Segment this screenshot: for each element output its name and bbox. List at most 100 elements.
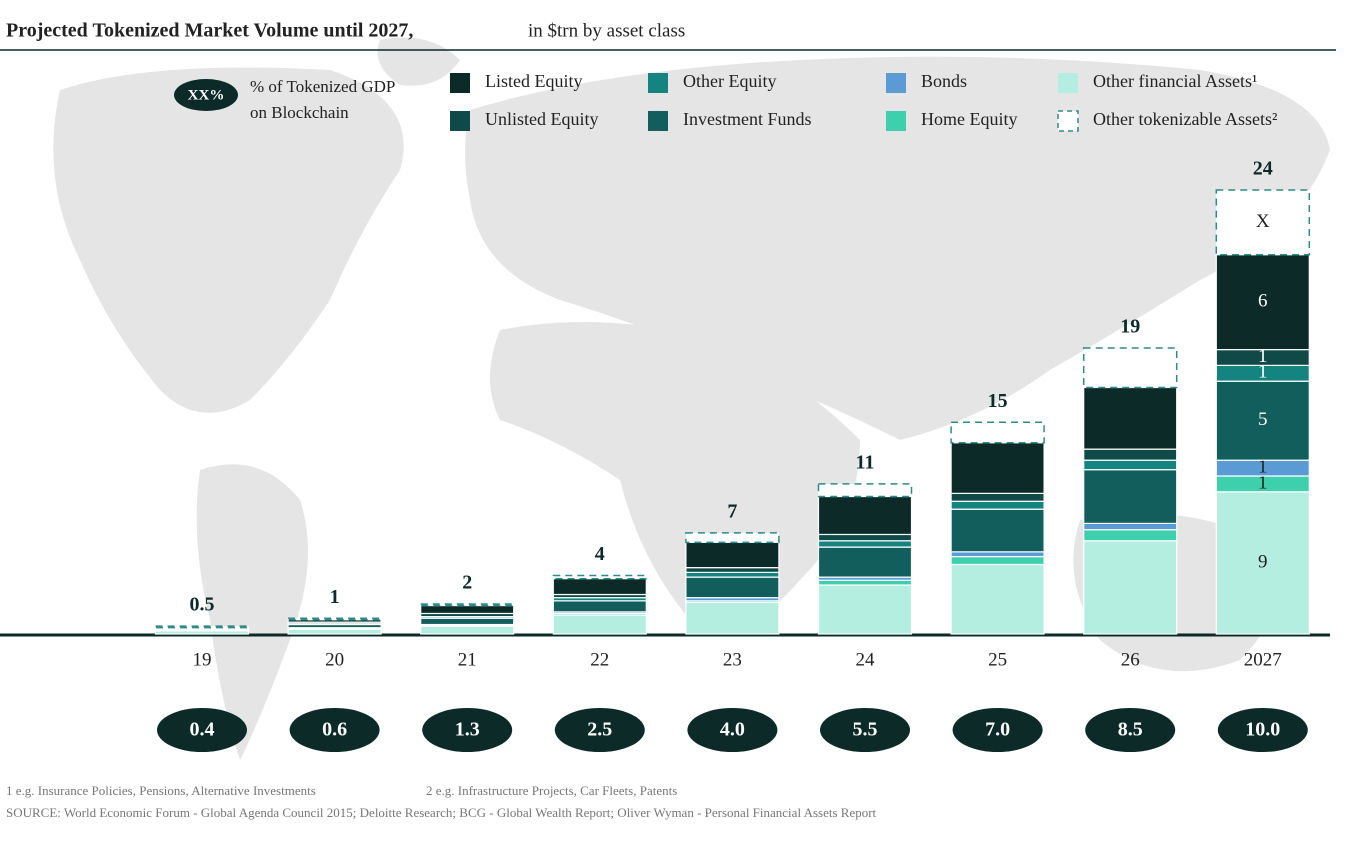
gdp-oval-label: 0.4 — [190, 719, 215, 741]
legend-label: Bonds — [921, 71, 967, 91]
legend-label: Other Equity — [683, 71, 776, 91]
gdp-oval-label: 7.0 — [985, 719, 1010, 741]
gdp-badge-text: XX% — [188, 87, 225, 103]
footnote: 2 e.g. Infrastructure Projects, Car Flee… — [426, 783, 677, 798]
gdp-oval — [687, 708, 778, 752]
legend-swatch — [886, 111, 906, 131]
gdp-oval-label: 1.3 — [455, 719, 480, 741]
bar-segment — [950, 492, 1045, 502]
segment-label: 9 — [1258, 551, 1268, 572]
segment-label: 6 — [1258, 291, 1268, 312]
gdp-oval — [820, 708, 910, 752]
gdp-oval — [157, 708, 247, 752]
gdp-legend-text: on Blockchain — [250, 103, 349, 122]
bar-segment — [817, 495, 913, 536]
total-label: 15 — [988, 390, 1008, 412]
legend-label: Other tokenizable Assets² — [1093, 109, 1277, 129]
bar-segment — [685, 541, 780, 569]
gdp-badge — [174, 79, 238, 111]
bar-segment — [1083, 529, 1178, 542]
bar-segment — [1215, 380, 1310, 461]
bar-segment — [817, 584, 913, 635]
bar-segment — [287, 617, 382, 621]
bar-segment — [685, 571, 780, 578]
bar-segment — [685, 567, 780, 573]
bar-segment — [1083, 522, 1178, 531]
legend-swatch — [450, 73, 470, 93]
legend-label: Home Equity — [921, 109, 1018, 129]
source: SOURCE: World Economic Forum - Global Ag… — [6, 805, 877, 820]
segment-label: 1 — [1258, 472, 1268, 493]
total-label: 7 — [727, 500, 737, 522]
segment-label: 1 — [1258, 346, 1268, 367]
bar-segment — [1082, 347, 1178, 389]
total-label: 11 — [856, 451, 875, 473]
chart-title: Projected Tokenized Market Volume until … — [6, 20, 413, 42]
gdp-oval — [952, 708, 1043, 752]
bar-segment — [1215, 189, 1311, 256]
legend-label: Unlisted Equity — [485, 109, 599, 129]
bar-segment — [1083, 448, 1178, 461]
legend-swatch — [1057, 110, 1079, 132]
bar-segment — [950, 442, 1045, 494]
gdp-oval — [1085, 708, 1176, 752]
bar-segment — [817, 483, 913, 498]
bar-segment — [287, 628, 382, 635]
x-tick-label: 20 — [325, 649, 344, 670]
bar-segment — [1215, 491, 1310, 635]
bar-segment — [420, 617, 515, 626]
total-label: 1 — [330, 586, 340, 608]
chart-subtitle: in $trn by asset class — [528, 20, 685, 41]
legend-label: Other financial Assets¹ — [1093, 71, 1257, 91]
legend-label: Investment Funds — [683, 109, 812, 129]
legend-swatch — [1058, 73, 1078, 93]
legend-swatch — [648, 111, 668, 131]
bar-segment — [685, 532, 780, 544]
bar-segment — [817, 579, 913, 586]
total-label: 24 — [1253, 158, 1273, 180]
legend-swatch — [648, 73, 668, 93]
total-label: 19 — [1120, 316, 1140, 338]
bar-segment — [1083, 540, 1178, 635]
bar-segment — [552, 578, 647, 596]
bar-segment — [154, 625, 250, 629]
bar-segment — [552, 574, 648, 580]
bar-segment — [685, 576, 780, 599]
gdp-oval-label: 2.5 — [587, 719, 612, 741]
bar-segment — [685, 601, 780, 635]
x-tick-label: 26 — [1121, 649, 1140, 670]
total-label: 4 — [595, 543, 605, 565]
gdp-oval — [289, 708, 380, 752]
bar-segment — [950, 508, 1045, 553]
x-tick-label: 25 — [988, 649, 1007, 670]
gdp-oval-label: 5.5 — [853, 719, 878, 741]
bar-segment — [817, 540, 913, 548]
bar-segment — [950, 555, 1045, 566]
total-label: 0.5 — [190, 594, 215, 616]
bar-segment — [950, 563, 1045, 635]
bar-segment — [1083, 386, 1178, 450]
segment-label: X — [1256, 211, 1270, 232]
bar-segment — [552, 600, 647, 613]
gdp-oval-label: 4.0 — [720, 719, 745, 741]
bar-segment — [420, 625, 515, 635]
gdp-oval — [1217, 708, 1308, 752]
bar-segment — [552, 614, 647, 635]
total-label: 2 — [462, 572, 472, 594]
bar-segment — [817, 533, 913, 542]
gdp-oval — [422, 708, 513, 752]
bar-segment — [817, 546, 913, 578]
bar-segment — [950, 500, 1045, 510]
bar-segment — [1083, 459, 1178, 471]
bar-segment — [1083, 469, 1178, 524]
segment-label: 5 — [1258, 409, 1268, 430]
bar-segment — [950, 421, 1045, 444]
bar-segment — [420, 604, 515, 615]
bar-segment — [419, 603, 515, 607]
legend-swatch — [450, 111, 470, 131]
bar-segment — [1215, 254, 1310, 351]
segment-label: 1 — [1258, 456, 1268, 477]
legend-label: Listed Equity — [485, 71, 583, 91]
gdp-oval — [554, 708, 645, 752]
